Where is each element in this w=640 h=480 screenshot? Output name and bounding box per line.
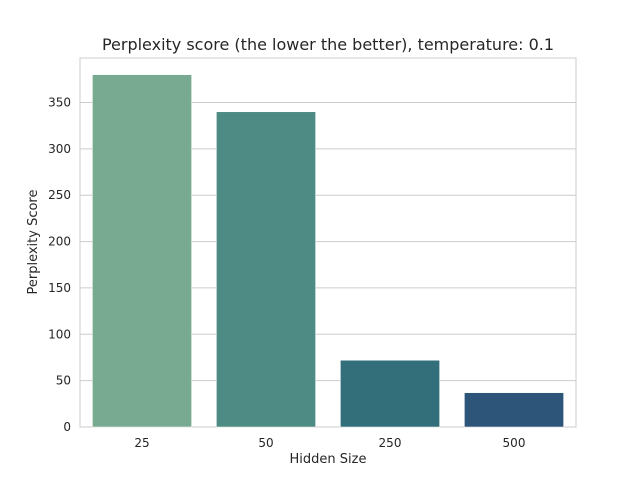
y-tick-label: 0 bbox=[63, 420, 71, 434]
plot-frame bbox=[79, 57, 577, 428]
x-tick-labels: 25 50 250 500 bbox=[134, 436, 525, 450]
bar-50 bbox=[216, 111, 316, 428]
y-tick-label: 350 bbox=[48, 96, 71, 110]
bar-25 bbox=[92, 74, 192, 428]
y-tick-labels: 0 50 100 150 200 250 300 350 bbox=[48, 96, 71, 434]
y-tick-label: 150 bbox=[48, 281, 71, 295]
x-axis-label: Hidden Size bbox=[290, 452, 367, 467]
y-tick-label: 250 bbox=[48, 188, 71, 202]
chart-title: Perplexity score (the lower the better),… bbox=[102, 35, 554, 54]
x-tick-label: 500 bbox=[503, 436, 526, 450]
y-tick-label: 100 bbox=[48, 327, 71, 341]
y-tick-label: 50 bbox=[56, 374, 71, 388]
x-tick-label: 25 bbox=[134, 436, 149, 450]
x-tick-label: 250 bbox=[379, 436, 402, 450]
y-tick-label: 300 bbox=[48, 142, 71, 156]
x-tick-label: 50 bbox=[258, 436, 273, 450]
bar-500 bbox=[464, 392, 564, 428]
bars bbox=[92, 74, 564, 428]
bar-250 bbox=[340, 359, 440, 428]
y-tick-label: 200 bbox=[48, 235, 71, 249]
y-axis-label: Perplexity Score bbox=[26, 190, 41, 295]
